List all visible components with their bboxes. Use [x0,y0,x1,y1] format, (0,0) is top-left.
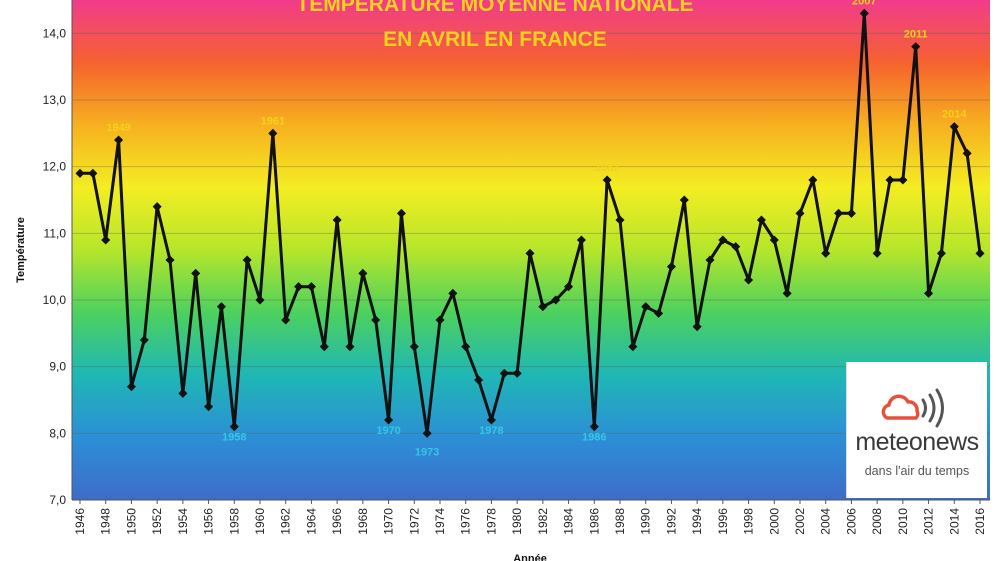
y-tick-label: 12,0 [43,160,67,174]
annotations: 1949 1961 1987 2007 2011 2014 1958 1970 1973 1978… [106,0,967,458]
cloud-signal-icon [881,388,944,428]
y-tick-label: 13,0 [43,93,67,107]
chart-title-line-1: TEMPERATURE MOYENNE NATIONALE [296,0,693,16]
x-tick-label: 1980 [510,508,524,535]
x-tick-label: 1994 [690,508,704,535]
x-tick-label: 1962 [279,508,293,535]
data-point [628,342,638,352]
data-point [242,255,252,265]
annotation-label: 1958 [222,432,246,444]
logo-box: meteonews dans l'air du temps [846,362,987,498]
annotation-label: 2007 [852,0,876,7]
annotation-label: 1987 [595,162,619,174]
y-tick-label: 10,0 [43,293,67,307]
annotation-label: 1978 [479,425,503,437]
x-tick-label: 1990 [639,508,653,535]
data-point [191,268,201,278]
x-tick-label: 2004 [819,508,833,535]
x-tick-label: 1998 [742,508,756,535]
logo-tagline: dans l'air du temps [864,464,970,478]
x-tick-label: 1954 [176,508,190,535]
data-point [641,302,651,312]
x-tick-label: 1948 [99,508,113,535]
data-point [178,388,188,398]
data-point [564,282,574,292]
annotation-label: 2014 [942,109,967,121]
x-tick-label: 2016 [973,508,987,535]
x-tick-label: 1974 [433,508,447,535]
data-point [204,402,214,412]
x-tick-label: 1968 [356,508,370,535]
data-point [88,168,98,178]
data-point [126,382,136,392]
x-tick-label: 1946 [73,508,87,535]
chart-title-line-2: EN AVRIL EN FRANCE [383,28,607,51]
data-point [396,208,406,218]
data-point [666,262,676,272]
x-tick-label: 1976 [459,508,473,535]
x-tick-label: 1982 [536,508,550,535]
x-tick-label: 1988 [613,508,627,535]
data-point [75,168,85,178]
x-tick-label: 2008 [870,508,884,535]
data-point [114,135,124,145]
x-tick-label: 1964 [304,508,318,535]
data-point [332,215,342,225]
x-tick-label: 1956 [202,508,216,535]
x-tick-label: 1978 [484,508,498,535]
x-tick-label: 1966 [330,508,344,535]
annotation-label: 1970 [376,425,400,437]
x-tick-label: 1950 [124,508,138,535]
data-point [589,422,599,432]
annotation-label: 1949 [106,122,130,134]
x-tick-label: 1952 [150,508,164,535]
data-point [898,175,908,185]
y-tick-labels: 7,0 8,0 9,0 10,0 11,0 12,0 13,0 14,0 [43,26,67,507]
data-point [808,175,818,185]
data-point [692,322,702,332]
temperature-series [75,8,985,438]
x-tick-label: 2006 [844,508,858,535]
data-point [101,235,111,245]
data-point [718,235,728,245]
x-tick-label: 1996 [716,508,730,535]
x-tick-labels: 1946 1948 1950 1952 1954 1956 1958 1960 1962 1964… [73,500,987,535]
y-axis-title: Température [15,217,27,283]
annotation-label: 1961 [261,115,285,127]
annotation-label: 1973 [415,446,439,458]
y-tick-label: 7,0 [49,493,66,507]
x-tick-label: 1992 [664,508,678,535]
x-tick-label: 1972 [407,508,421,535]
logo-name: meteonews [855,428,979,456]
x-tick-label: 2012 [922,508,936,535]
data-point [216,302,226,312]
x-tick-label: 2000 [767,508,781,535]
y-tick-label: 9,0 [49,360,66,374]
data-point [165,255,175,265]
data-point [538,302,548,312]
x-tick-label: 1958 [227,508,241,535]
x-tick-label: 2014 [947,508,961,535]
x-axis-title: Année [513,553,547,561]
y-tick-label: 11,0 [44,226,67,240]
annotation-label: 2011 [904,29,928,41]
x-tick-label: 1984 [562,508,576,535]
annotation-label: 1986 [582,432,606,444]
data-point [139,335,149,345]
y-tick-label: 8,0 [49,426,66,440]
x-tick-label: 2010 [896,508,910,535]
x-tick-label: 1986 [587,508,601,535]
y-tick-label: 14,0 [43,26,67,40]
x-tick-label: 1960 [253,508,267,535]
x-tick-label: 2002 [793,508,807,535]
x-tick-label: 1970 [382,508,396,535]
